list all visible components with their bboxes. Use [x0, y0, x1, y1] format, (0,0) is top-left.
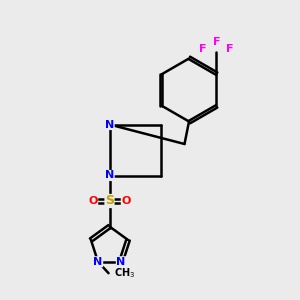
Text: S: S: [105, 194, 114, 208]
Text: CH$_3$: CH$_3$: [114, 266, 135, 280]
Text: F: F: [226, 44, 233, 54]
Text: F: F: [199, 44, 206, 54]
Text: O: O: [88, 196, 98, 206]
Text: N: N: [116, 257, 126, 267]
Text: N: N: [105, 119, 114, 130]
Text: O: O: [121, 196, 131, 206]
Text: F: F: [212, 37, 220, 47]
Text: N: N: [93, 257, 103, 267]
Text: N: N: [105, 170, 114, 181]
